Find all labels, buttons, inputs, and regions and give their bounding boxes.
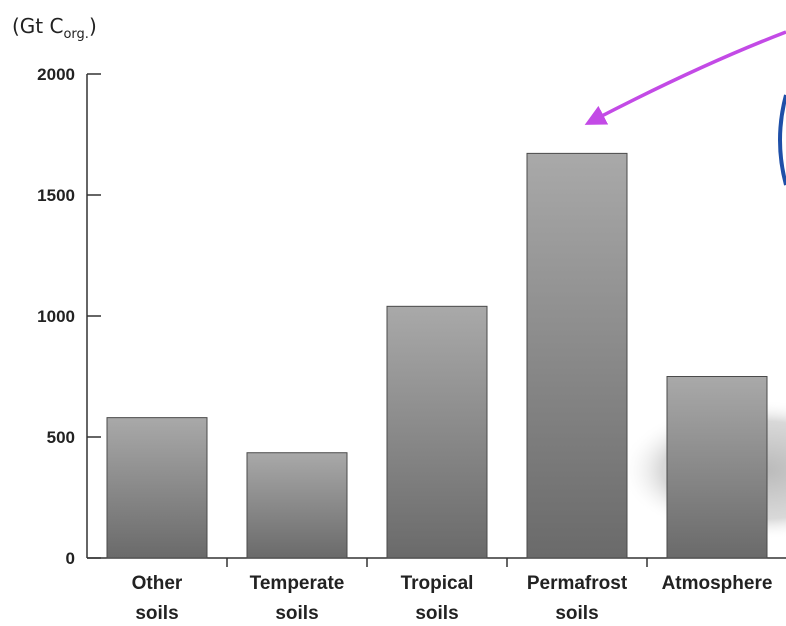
y-tick-label: 0 [66, 549, 75, 568]
x-category-label: soils [415, 603, 458, 624]
y-tick-label: 2000 [37, 65, 75, 84]
x-category-label: Temperate [250, 573, 345, 594]
bar [106, 417, 208, 559]
y-tick-label: 1500 [37, 186, 75, 205]
x-category-label: soils [555, 603, 598, 624]
unit-label-suffix: ) [88, 14, 97, 38]
x-category-label: soils [135, 603, 178, 624]
x-category-label: soils [275, 603, 318, 624]
y-tick-label: 500 [47, 428, 75, 447]
x-category-label: Tropical [401, 573, 474, 594]
bar [526, 152, 628, 559]
annotation-arrow [584, 30, 786, 125]
bar [246, 452, 348, 559]
background-blue-edge [778, 94, 786, 186]
y-tick-label: 1000 [37, 307, 75, 326]
unit-label-prefix: (Gt C [12, 14, 64, 38]
bar [386, 305, 488, 559]
unit-label: (Gt Corg.) [12, 14, 97, 42]
x-category-label: Other [132, 573, 183, 594]
bar [666, 376, 768, 559]
x-category-label: Permafrost [527, 573, 628, 594]
x-category-label: Atmosphere [662, 573, 773, 594]
unit-label-subscript: org. [63, 27, 89, 42]
